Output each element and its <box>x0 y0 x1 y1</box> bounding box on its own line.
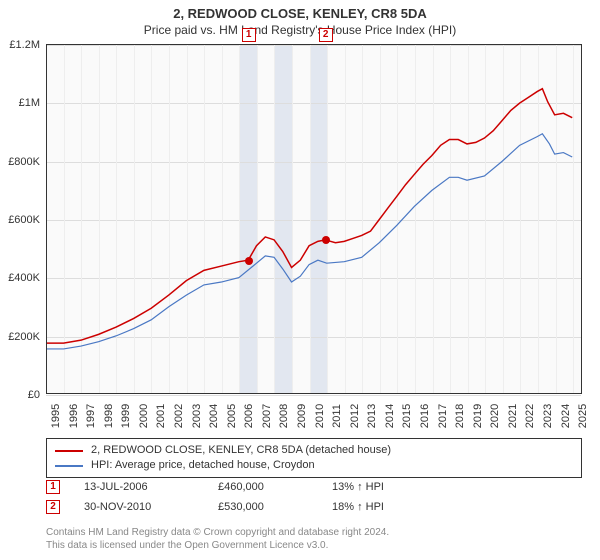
x-tick-label: 2013 <box>362 398 378 422</box>
x-tick-label: 2014 <box>380 398 396 422</box>
x-tick-label: 2009 <box>292 398 308 422</box>
sale-price: £530,000 <box>218 501 308 513</box>
chart-area: 12 £0£200K£400K£600K£800K£1M£1.2M 199519… <box>46 44 582 394</box>
sale-marker-icon: 2 <box>46 500 60 514</box>
x-tick-label: 2010 <box>310 398 326 422</box>
series-price_paid <box>46 89 572 343</box>
x-tick-label: 2007 <box>257 398 273 422</box>
legend-label: 2, REDWOOD CLOSE, KENLEY, CR8 5DA (detac… <box>91 443 391 458</box>
y-axis-line <box>46 45 47 394</box>
sale-date: 13-JUL-2006 <box>84 481 194 493</box>
sale-hpi: 18% ↑ HPI <box>332 501 422 513</box>
sale-point-dot <box>245 257 253 265</box>
x-tick-label: 2003 <box>187 398 203 422</box>
x-tick-label: 2015 <box>397 398 413 422</box>
title-main: 2, REDWOOD CLOSE, KENLEY, CR8 5DA <box>0 6 600 21</box>
x-tick-label: 2022 <box>520 398 536 422</box>
x-tick-label: 2017 <box>433 398 449 422</box>
legend-swatch <box>55 450 83 452</box>
sale-marker-box: 1 <box>242 28 256 42</box>
x-tick-label: 1999 <box>116 398 132 422</box>
x-tick-label: 2021 <box>503 398 519 422</box>
sale-marker-icon: 1 <box>46 480 60 494</box>
footer: Contains HM Land Registry data © Crown c… <box>46 526 582 552</box>
y-tick-label: £800K <box>8 156 46 168</box>
x-tick-label: 2000 <box>134 398 150 422</box>
y-tick-label: £600K <box>8 214 46 226</box>
x-tick-label: 2020 <box>485 398 501 422</box>
gridline-h <box>46 395 581 396</box>
y-tick-label: £1.2M <box>9 39 46 51</box>
chart-container: { "title": { "main": "2, REDWOOD CLOSE, … <box>0 0 600 560</box>
legend-swatch <box>55 465 83 467</box>
sale-point-dot <box>322 236 330 244</box>
sales-table: 1 13-JUL-2006 £460,000 13% ↑ HPI 2 30-NO… <box>46 480 582 520</box>
series-hpi <box>46 134 572 349</box>
x-tick-label: 1997 <box>81 398 97 422</box>
sale-hpi: 13% ↑ HPI <box>332 481 422 493</box>
sale-row: 2 30-NOV-2010 £530,000 18% ↑ HPI <box>46 500 582 514</box>
x-tick-label: 2018 <box>450 398 466 422</box>
x-tick-label: 2023 <box>538 398 554 422</box>
footer-line: Contains HM Land Registry data © Crown c… <box>46 526 582 539</box>
title-area: 2, REDWOOD CLOSE, KENLEY, CR8 5DA Price … <box>0 0 600 37</box>
sale-row: 1 13-JUL-2006 £460,000 13% ↑ HPI <box>46 480 582 494</box>
sale-price: £460,000 <box>218 481 308 493</box>
title-sub: Price paid vs. HM Land Registry's House … <box>0 23 600 37</box>
line-series-svg <box>46 45 581 394</box>
x-tick-label: 2024 <box>556 398 572 422</box>
x-tick-label: 2012 <box>345 398 361 422</box>
x-tick-label: 1996 <box>64 398 80 422</box>
x-tick-label: 1995 <box>46 398 62 422</box>
x-tick-label: 2006 <box>239 398 255 422</box>
footer-line: This data is licensed under the Open Gov… <box>46 539 582 552</box>
x-tick-label: 2016 <box>415 398 431 422</box>
x-tick-label: 1998 <box>99 398 115 422</box>
x-tick-label: 2008 <box>274 398 290 422</box>
sale-date: 30-NOV-2010 <box>84 501 194 513</box>
x-tick-label: 2019 <box>468 398 484 422</box>
y-tick-label: £200K <box>8 331 46 343</box>
x-tick-label: 2025 <box>573 398 589 422</box>
x-tick-label: 2005 <box>222 398 238 422</box>
x-tick-label: 2001 <box>151 398 167 422</box>
x-tick-label: 2002 <box>169 398 185 422</box>
legend-label: HPI: Average price, detached house, Croy… <box>91 458 315 473</box>
legend-item: HPI: Average price, detached house, Croy… <box>55 458 573 473</box>
sale-marker-box: 2 <box>319 28 333 42</box>
x-axis-line <box>46 393 581 394</box>
y-tick-label: £1M <box>19 97 46 109</box>
legend: 2, REDWOOD CLOSE, KENLEY, CR8 5DA (detac… <box>46 438 582 478</box>
legend-item: 2, REDWOOD CLOSE, KENLEY, CR8 5DA (detac… <box>55 443 573 458</box>
y-tick-label: £0 <box>28 389 46 401</box>
y-tick-label: £400K <box>8 272 46 284</box>
x-tick-label: 2011 <box>327 398 343 422</box>
x-tick-label: 2004 <box>204 398 220 422</box>
